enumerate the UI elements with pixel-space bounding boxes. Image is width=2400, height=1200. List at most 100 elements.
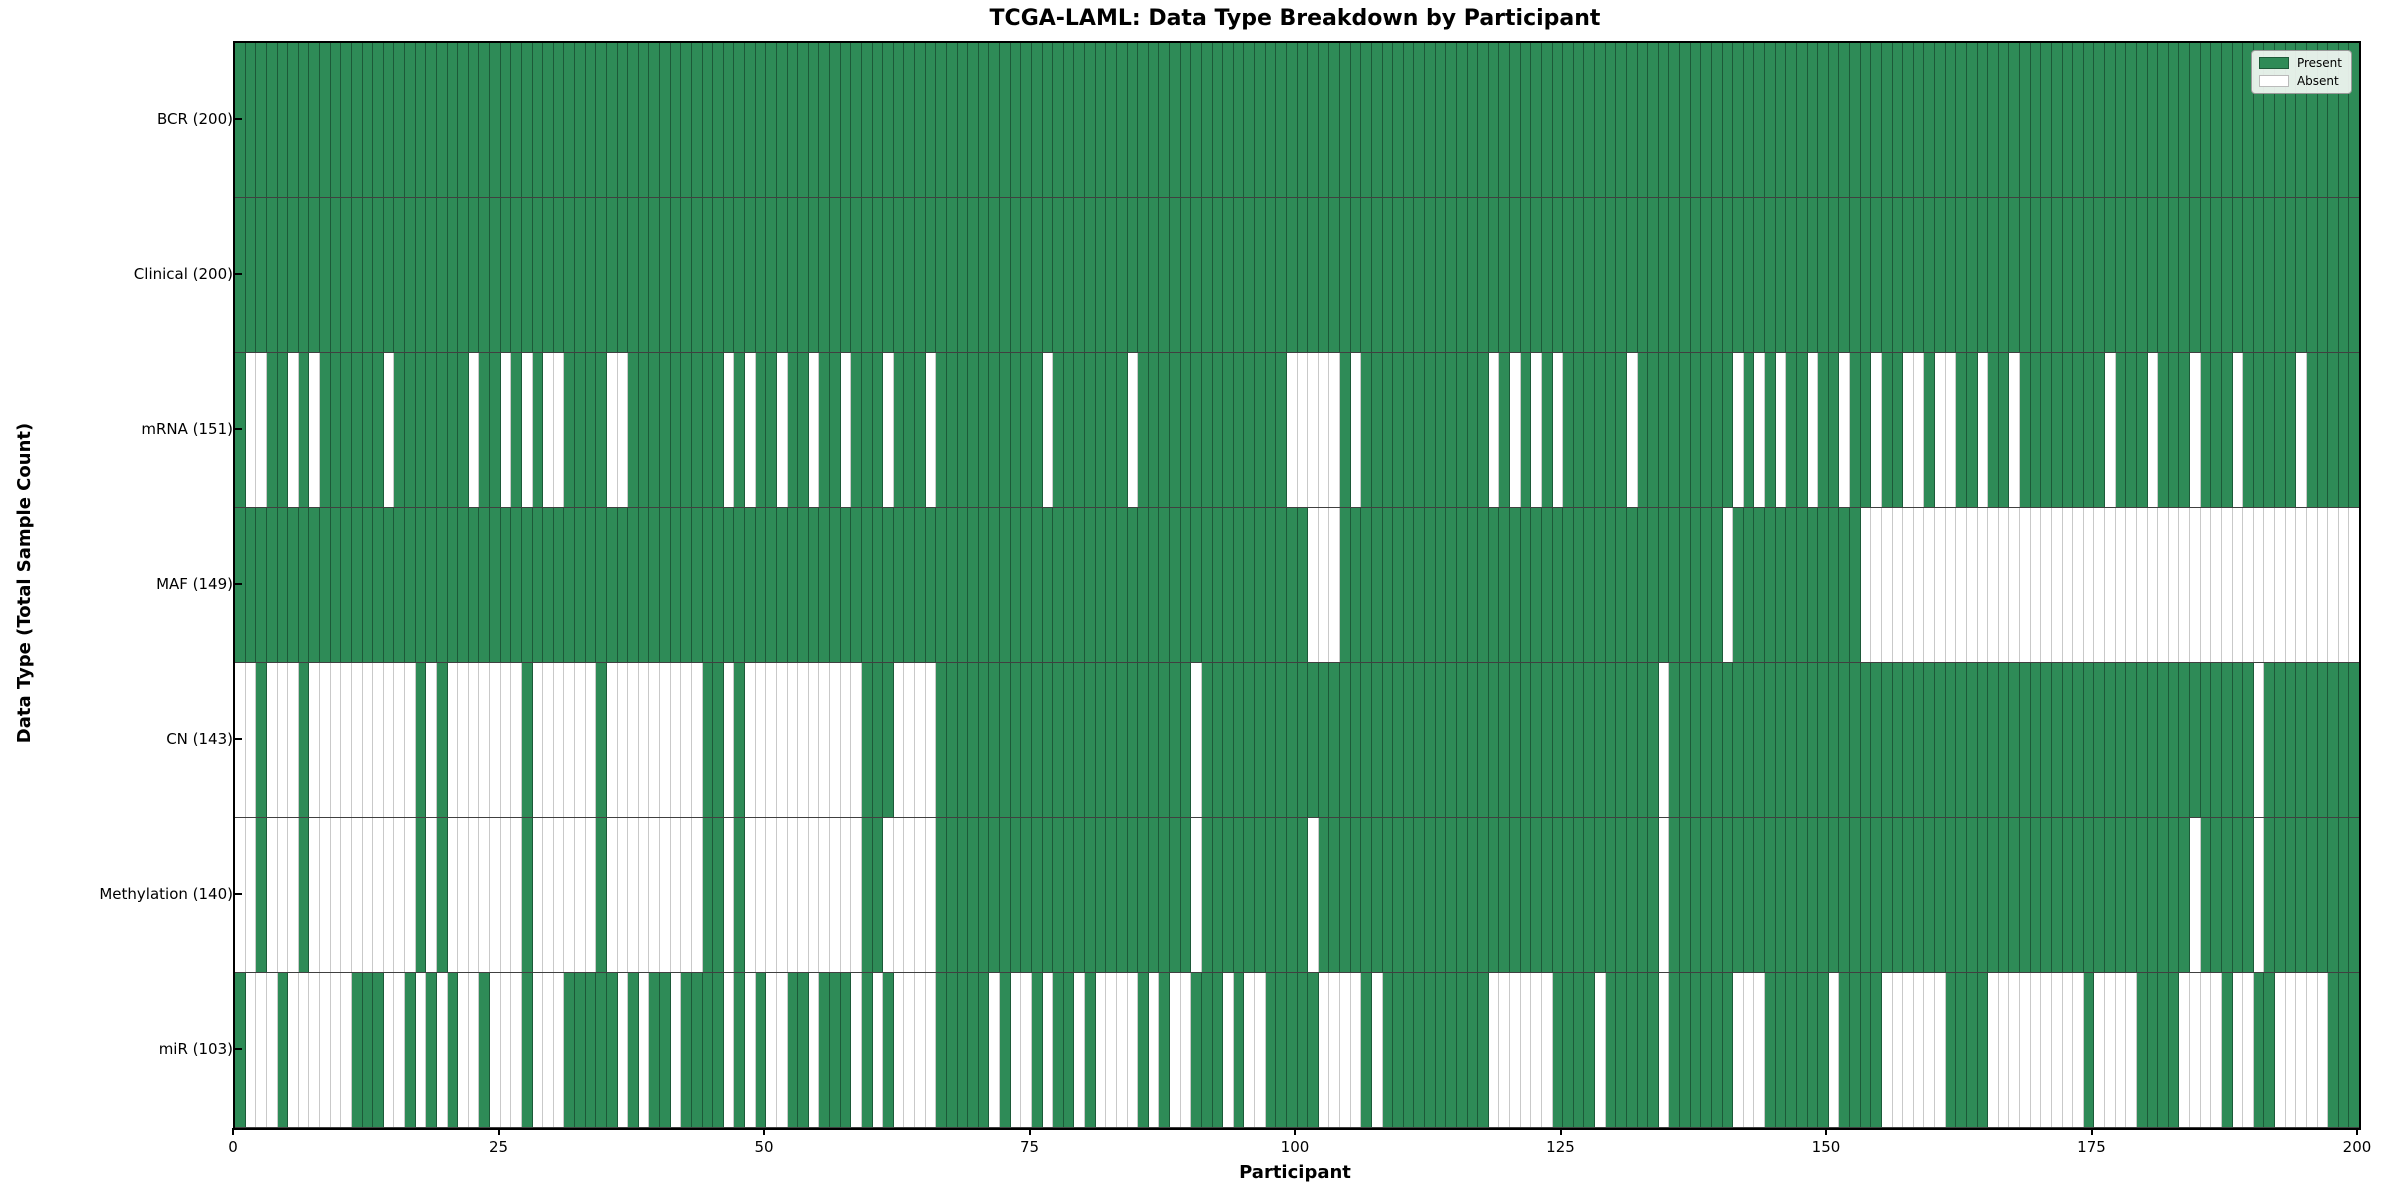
- heatmap-cell: [1966, 818, 1978, 972]
- heatmap-cell: [1446, 818, 1457, 972]
- heatmap-cell: [1935, 973, 1946, 1127]
- heatmap-cell: [1775, 508, 1787, 662]
- heatmap-cell: [957, 508, 969, 662]
- heatmap-cell: [490, 198, 501, 352]
- heatmap-cell: [2009, 663, 2020, 817]
- heatmap-cell: [2062, 353, 2074, 507]
- heatmap-cell: [1531, 43, 1542, 197]
- heatmap-cell: [1276, 818, 1287, 972]
- heatmap-cell: [2306, 663, 2318, 817]
- heatmap-cell: [2147, 508, 2159, 662]
- heatmap-cell: [2168, 43, 2180, 197]
- heatmap-cell: [1765, 973, 1776, 1127]
- heatmap-cell: [2306, 353, 2318, 507]
- heatmap-cell: [936, 973, 947, 1127]
- heatmap-cell: [532, 973, 544, 1127]
- heatmap-cell: [1042, 198, 1054, 352]
- heatmap-cell: [1510, 508, 1521, 662]
- heatmap-cell: [2158, 198, 2169, 352]
- heatmap-cell: [1212, 973, 1224, 1127]
- heatmap-cell: [2349, 353, 2359, 507]
- heatmap-cell: [1722, 973, 1734, 1127]
- heatmap-cell: [383, 198, 395, 352]
- heatmap-cell: [1063, 663, 1075, 817]
- heatmap-cell: [2285, 663, 2297, 817]
- heatmap-cell: [978, 508, 990, 662]
- heatmap-cell: [2190, 508, 2201, 662]
- heatmap-cell: [447, 973, 459, 1127]
- heatmap-cell: [617, 818, 629, 972]
- heatmap-cell: [1276, 198, 1287, 352]
- heatmap-cell: [2158, 818, 2169, 972]
- heatmap-cell: [1286, 508, 1298, 662]
- heatmap-cell: [1371, 508, 1383, 662]
- heatmap-cell: [235, 663, 246, 817]
- heatmap-cell: [1743, 43, 1755, 197]
- heatmap-cell: [1148, 818, 1160, 972]
- heatmap-cell: [1796, 508, 1808, 662]
- heatmap-cell: [1340, 508, 1351, 662]
- heatmap-cell: [373, 43, 384, 197]
- heatmap-cell: [1711, 818, 1723, 972]
- heatmap-cell: [277, 353, 289, 507]
- heatmap-cell: [2232, 818, 2244, 972]
- heatmap-cell: [2158, 353, 2169, 507]
- heatmap-cell: [723, 43, 735, 197]
- xtick-label-100: 100: [1280, 1138, 1310, 1156]
- heatmap-cell: [1031, 508, 1043, 662]
- heatmap-cell: [1223, 43, 1234, 197]
- heatmap-cell: [713, 818, 724, 972]
- heatmap-cell: [1010, 973, 1022, 1127]
- heatmap-cell: [1106, 43, 1117, 197]
- heatmap-cell: [256, 353, 267, 507]
- heatmap-cell: [553, 198, 565, 352]
- heatmap-cell: [1180, 818, 1192, 972]
- heatmap-cell: [2317, 43, 2329, 197]
- heatmap-cell: [968, 353, 979, 507]
- heatmap-cell: [1499, 508, 1510, 662]
- heatmap-cell: [266, 663, 278, 817]
- heatmap-cell: [553, 973, 565, 1127]
- heatmap-cell: [1159, 973, 1170, 1127]
- heatmap-cell: [702, 43, 714, 197]
- heatmap-cell: [2211, 818, 2222, 972]
- heatmap-cell: [617, 353, 629, 507]
- heatmap-cell: [1085, 198, 1096, 352]
- heatmap-cell: [373, 198, 384, 352]
- heatmap-cell: [883, 663, 894, 817]
- xtick-label-150: 150: [1811, 1138, 1841, 1156]
- heatmap-cell: [543, 198, 554, 352]
- heatmap-cell: [649, 198, 660, 352]
- heatmap-cell: [2306, 43, 2318, 197]
- heatmap-cell: [1573, 508, 1585, 662]
- xtick-mark: [497, 1128, 500, 1135]
- heatmap-cell: [1595, 973, 1606, 1127]
- heatmap-cell: [808, 198, 820, 352]
- heatmap-cell: [1573, 43, 1585, 197]
- heatmap-cell: [341, 198, 352, 352]
- heatmap-cell: [1170, 973, 1181, 1127]
- heatmap-cell: [266, 973, 278, 1127]
- heatmap-cell: [2349, 198, 2359, 352]
- heatmap-cell: [660, 818, 671, 972]
- heatmap-cell: [415, 353, 427, 507]
- heatmap-cell: [1669, 973, 1680, 1127]
- heatmap-cell: [1796, 43, 1808, 197]
- heatmap-cell: [681, 43, 692, 197]
- heatmap-cell: [1085, 43, 1096, 197]
- heatmap-cell: [1456, 43, 1468, 197]
- heatmap-cell: [702, 973, 714, 1127]
- heatmap-cell: [585, 508, 597, 662]
- heatmap-cell: [1467, 818, 1479, 972]
- heatmap-cell: [915, 198, 926, 352]
- heatmap-cell: [1382, 508, 1394, 662]
- heatmap-cell: [1765, 508, 1776, 662]
- heatmap-cell: [1318, 508, 1330, 662]
- heatmap-cell: [925, 198, 937, 352]
- heatmap-cell: [1435, 508, 1447, 662]
- heatmap-cell: [1212, 353, 1224, 507]
- heatmap-cell: [1361, 663, 1372, 817]
- heatmap-cell: [543, 818, 554, 972]
- heatmap-cell: [245, 663, 257, 817]
- heatmap-cell: [2179, 43, 2190, 197]
